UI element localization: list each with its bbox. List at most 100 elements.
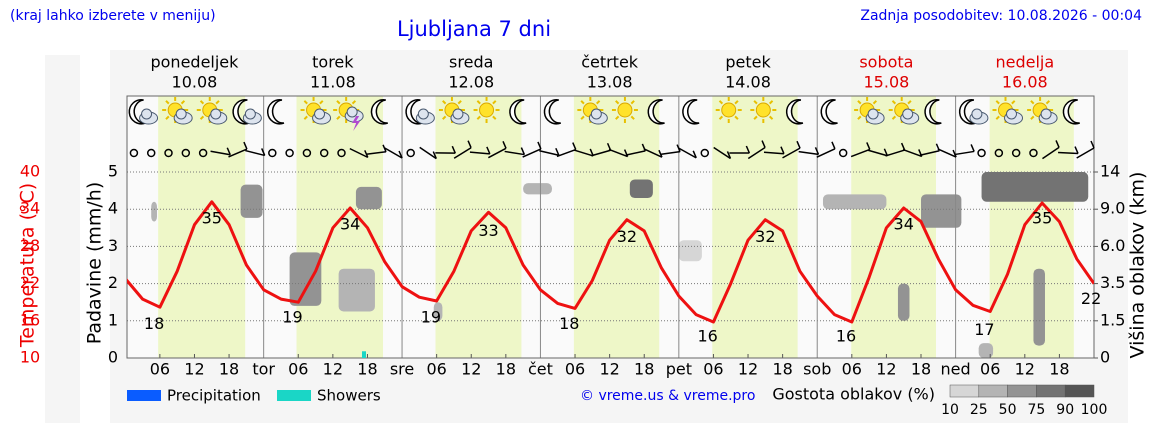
wind-barb [1058, 151, 1079, 155]
wind-barb [867, 149, 888, 157]
wind-barb [349, 147, 369, 159]
sun-ray [768, 115, 774, 120]
x-tick-label: 18 [219, 360, 239, 379]
wind-barb [398, 150, 403, 159]
sun-ray [891, 100, 897, 105]
sun [479, 102, 495, 118]
temp-tick-label: 22 [20, 273, 40, 292]
cloud-blob [1033, 268, 1045, 346]
wind-barb [782, 147, 801, 159]
x-tick-label: čet [528, 360, 553, 379]
update-time: Zadnja posodobitev: 10.08.2026 - 00:04 [860, 8, 1142, 24]
day-name: torek [312, 53, 354, 72]
wind-barb [850, 148, 871, 158]
day-name: sobota [859, 53, 913, 72]
wind-barb [419, 146, 437, 160]
sun-ray [336, 100, 341, 105]
wind-barb [796, 140, 801, 149]
wind-barb [572, 142, 577, 150]
wind-barb [1055, 140, 1060, 148]
wind-barb [866, 142, 871, 150]
cloud-blob [240, 184, 263, 218]
cloud-icon [902, 108, 914, 120]
wind-barb [432, 151, 437, 159]
x-tick-label: 12 [184, 360, 204, 379]
x-tick-label: sre [390, 360, 414, 379]
cloud-icon [175, 108, 187, 120]
day-name: ponedeljek [150, 53, 239, 72]
moon [785, 99, 804, 125]
sun-ray [872, 100, 878, 105]
sun-ray [1030, 100, 1035, 105]
cloud-icon [346, 106, 358, 118]
y-tick-label: 3 [108, 236, 118, 255]
x-tick-label: 06 [980, 360, 1000, 379]
sun-ray [630, 100, 635, 105]
wind-barb [502, 141, 507, 149]
legend-swatch [277, 390, 311, 401]
wind-calm [406, 148, 415, 158]
daylight [712, 96, 798, 358]
wind-calm [838, 148, 848, 158]
sun-ray [336, 115, 341, 120]
moon [820, 99, 838, 125]
sun-ray [351, 100, 357, 105]
temp-label: 32 [617, 227, 637, 246]
sun-ray [615, 115, 620, 120]
x-tick-label: 12 [876, 360, 896, 379]
y2-tick-label: 3.5 [1100, 273, 1125, 292]
day-date: 15.08 [864, 73, 910, 92]
temp-label: 18 [559, 314, 579, 333]
wind-barb [692, 150, 697, 159]
wind-barb [1042, 146, 1060, 160]
day-date: 12.08 [448, 73, 494, 92]
wind-barb [814, 147, 820, 155]
moon [370, 99, 389, 125]
density-swatch [978, 384, 1008, 398]
sun-ray [303, 100, 308, 105]
temp-label: 35 [202, 209, 222, 228]
temp-label: 16 [697, 326, 717, 345]
wind-barb [1090, 140, 1095, 149]
x-tick-label: 06 [288, 360, 308, 379]
sun-ray [319, 100, 324, 105]
wind-barb [504, 150, 525, 156]
sun [617, 102, 633, 118]
wind-calm [268, 148, 277, 158]
day-date: 13.08 [587, 73, 633, 92]
cloud-icon [867, 108, 879, 120]
sun-ray [1045, 100, 1051, 105]
daylight [573, 96, 660, 358]
sun-ray [753, 100, 758, 105]
cloud-blob [678, 240, 702, 262]
y-tick-label: 0 [108, 348, 118, 367]
temp-label: 16 [836, 326, 856, 345]
wind-barb [382, 144, 387, 153]
x-tick-label: 12 [323, 360, 343, 379]
sun-ray [442, 115, 447, 120]
cloud-blob [523, 183, 552, 195]
sun-ray [630, 115, 635, 120]
temp-label: 22 [1081, 289, 1101, 308]
wind-barb [745, 145, 751, 154]
wind-barb [798, 150, 819, 156]
sun-ray [857, 115, 862, 120]
x-tick-label: sob [803, 360, 831, 379]
sun-ray [199, 115, 205, 120]
moon [266, 99, 285, 125]
day-name: četrtek [581, 53, 639, 72]
density-swatch [1064, 384, 1095, 398]
day-name: nedelja [995, 53, 1054, 72]
x-tick-label: 12 [1015, 360, 1035, 379]
sun-ray [180, 100, 186, 105]
wind-barb [453, 147, 472, 159]
cloud-icon [141, 108, 153, 120]
wind-barb [451, 145, 456, 154]
cloud-icon [417, 108, 429, 120]
y2-tick-label: 1.5 [1100, 310, 1125, 329]
wind-calm [337, 148, 346, 158]
cloud-blob [921, 194, 962, 228]
sun-ray [995, 100, 1000, 105]
wind-barb [937, 148, 957, 158]
